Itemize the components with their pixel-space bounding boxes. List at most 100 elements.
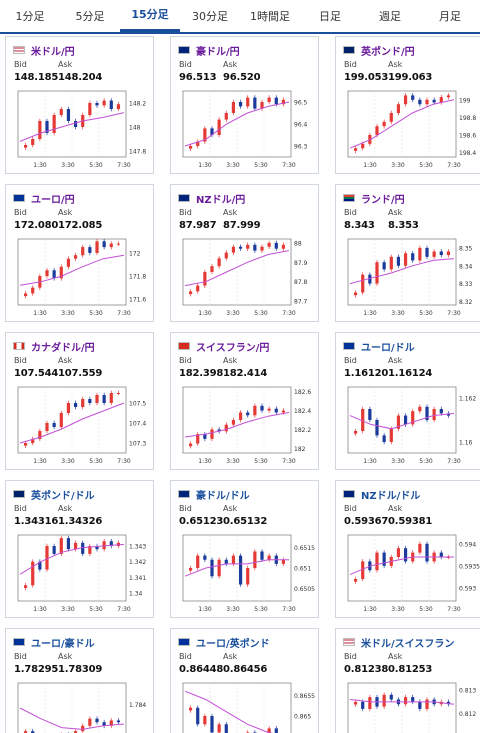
rate-card[interactable]: NZドル/ドル Bid Ask 0.59367 0.59381 0.594 0.5935 0.… <box>335 480 480 618</box>
currency-pair-link[interactable]: 豪ドル/ドル <box>196 490 250 502</box>
rate-card[interactable]: ユーロ/円 Bid Ask 172.080 172.085 172 171.8 171.6 1:… <box>5 184 154 322</box>
x-tick-label: 1:30 <box>363 458 377 465</box>
candle-body <box>38 431 42 439</box>
price-chart: 148.2 148 147.8 1:30 3:30 5:30 7:30 <box>17 90 146 169</box>
candle-body <box>116 393 121 394</box>
currency-pair-link[interactable]: 米ドル/スイスフラン <box>361 638 455 650</box>
y-tick-label: 1.343 <box>129 544 146 551</box>
ask-label: Ask <box>223 60 238 69</box>
rate-card[interactable]: カナダドル/円 Bid Ask 107.544 107.559 107.5 107.4 107… <box>5 332 154 470</box>
x-tick-label: 7:30 <box>117 162 131 169</box>
flag-ch-icon <box>178 342 190 350</box>
x-tick-label: 3:30 <box>391 162 405 169</box>
rate-card[interactable]: NZドル/円 Bid Ask 87.987 87.999 88 87.9 87.8 87.7 1:… <box>170 184 319 322</box>
candle-body <box>188 146 193 149</box>
card-header: 英ポンド/円 <box>343 43 415 58</box>
rate-card[interactable]: 豪ドル/ドル Bid Ask 0.65123 0.65132 0.6515 0.651 0.6… <box>170 480 319 618</box>
candle-body <box>375 126 379 135</box>
currency-pair-link[interactable]: ユーロ/円 <box>31 194 75 206</box>
rate-card[interactable]: 豪ドル/円 Bid Ask 96.513 96.520 96.5 96.4 96.3 1:30 3… <box>170 36 319 174</box>
x-tick-label: 1:30 <box>198 162 212 169</box>
card-header: 米ドル/円 <box>13 43 75 58</box>
y-tick-label: 182.6 <box>294 389 311 396</box>
currency-pair-link[interactable]: 豪ドル/円 <box>196 46 240 58</box>
tab-0[interactable]: 1分足 <box>15 10 45 23</box>
card-header: ユーロ/英ポンド <box>178 635 270 650</box>
currency-pair-link[interactable]: 英ポンド/ドル <box>31 490 95 502</box>
tab-1[interactable]: 5分足 <box>75 10 105 23</box>
candle-body <box>45 121 49 133</box>
candle-body <box>353 292 358 296</box>
candle-body <box>109 541 113 546</box>
candle-body <box>375 552 379 571</box>
currency-pair-link[interactable]: NZドル/円 <box>196 194 246 206</box>
candle-body <box>439 409 443 414</box>
currency-pair-link[interactable]: ランド/円 <box>361 194 405 206</box>
candle-body <box>281 410 286 413</box>
y-tick-label: 0.812 <box>459 711 476 718</box>
candle-body <box>188 443 193 447</box>
y-tick-label: 0.865 <box>294 714 311 721</box>
x-tick-label: 1:30 <box>33 606 47 613</box>
x-tick-label: 5:30 <box>254 162 268 169</box>
rate-card[interactable]: ユーロ/ドル Bid Ask 1.16120 1.16124 1.162 1.16 1:30 3… <box>335 332 480 470</box>
candle-body <box>368 274 372 284</box>
rate-card[interactable]: ユーロ/英ポンドBidAsk0.864480.864560.86550.8650… <box>170 628 319 733</box>
candle-body <box>188 707 193 711</box>
price-chart: 107.5 107.4 107.3 1:30 3:30 5:30 7:30 <box>17 386 146 465</box>
rate-card[interactable]: ランド/円 Bid Ask 8.343 8.353 8.35 8.34 8.33 8.32 1:3… <box>335 184 480 322</box>
tab-4[interactable]: 1時間足 <box>250 10 290 23</box>
candle-body <box>203 555 207 560</box>
ask-value: 107.559 <box>58 368 103 379</box>
currency-pair-link[interactable]: ユーロ/ドル <box>361 342 415 354</box>
tab-5[interactable]: 日足 <box>319 10 341 23</box>
rate-card[interactable]: 米ドル/スイスフラン Bid Ask 0.81238 0.81253 0.813 0.812… <box>335 628 480 733</box>
currency-pair-link[interactable]: ユーロ/豪ドル <box>31 638 95 650</box>
tab-3[interactable]: 30分足 <box>192 10 228 23</box>
ask-label: Ask <box>388 60 403 69</box>
y-tick-label: 0.593 <box>459 585 476 592</box>
card-header: 豪ドル/円 <box>178 43 240 58</box>
tab-6[interactable]: 週足 <box>379 10 401 23</box>
candle-body <box>382 262 386 270</box>
currency-pair-link[interactable]: 米ドル/円 <box>31 46 75 58</box>
candle-body <box>217 258 221 267</box>
candle-body <box>23 585 28 588</box>
currency-pair-link[interactable]: NZドル/ドル <box>361 490 421 502</box>
bid-label: Bid <box>179 504 192 513</box>
bid-label: Bid <box>344 652 357 661</box>
rate-card[interactable]: 米ドル/円 Bid Ask 148.185 148.204 148.2 148 147.8 1:… <box>5 36 154 174</box>
currency-pair-link[interactable]: カナダドル/円 <box>31 342 95 354</box>
currency-pair-link[interactable]: ユーロ/英ポンド <box>196 638 270 650</box>
bid-value: 96.513 <box>179 72 217 83</box>
candle-body <box>210 716 214 733</box>
candle-body <box>210 559 214 577</box>
rate-card[interactable]: 英ポンド/ドル Bid Ask 1.34316 1.34326 1.343 1.342 1.3… <box>5 480 154 618</box>
candle-body <box>274 728 278 733</box>
candle-body <box>45 423 49 431</box>
card-header: 米ドル/スイスフラン <box>343 635 455 650</box>
candle-body <box>267 97 271 102</box>
x-tick-label: 5:30 <box>254 310 268 317</box>
candle-body <box>382 121 386 127</box>
candle-body <box>260 102 264 109</box>
candle-body <box>382 552 386 566</box>
moving-average-line <box>349 699 455 705</box>
price-chart: 0.594 0.5935 0.593 1:30 3:30 5:30 7:30 <box>347 534 480 613</box>
tab-2[interactable]: 15分足 <box>120 0 180 32</box>
rate-card[interactable]: スイスフラン/円 Bid Ask 182.398 182.414 182.6 182.4 18… <box>170 332 319 470</box>
rate-card[interactable]: 英ポンド/円 Bid Ask 199.053 199.063 199 198.8 198.6 1… <box>335 36 480 174</box>
candle-body <box>31 561 35 586</box>
candle-body <box>66 403 71 413</box>
currency-pair-link[interactable]: 英ポンド/円 <box>361 46 415 58</box>
y-tick-label: 0.8655 <box>294 693 315 700</box>
candle-body <box>281 99 286 105</box>
candle-body <box>73 542 78 550</box>
tab-7[interactable]: 月足 <box>439 10 461 23</box>
bid-value: 0.59367 <box>344 516 389 527</box>
currency-pair-link[interactable]: スイスフラン/円 <box>196 342 270 354</box>
candle-body <box>267 242 271 247</box>
candle-body <box>81 399 85 407</box>
flag-us-icon <box>13 46 25 54</box>
